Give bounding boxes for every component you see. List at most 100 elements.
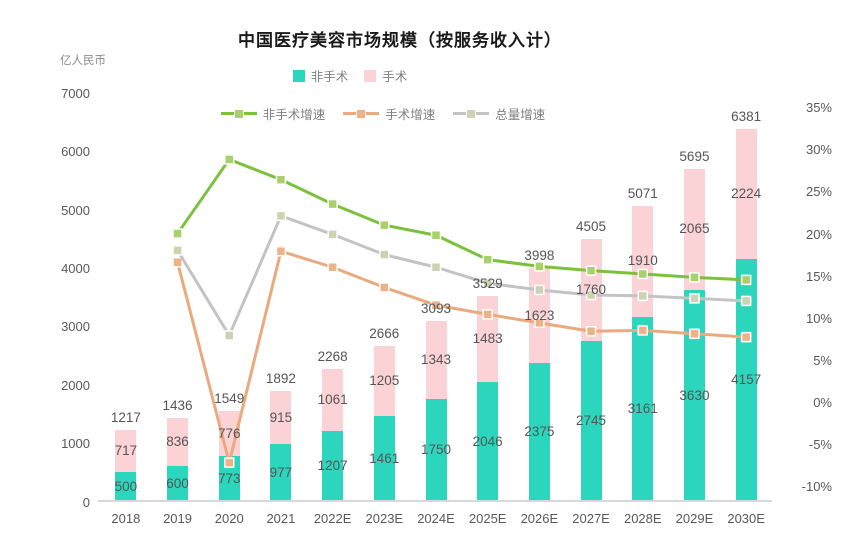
nonsurgical-value-label: 1207	[317, 458, 348, 474]
y-axis-tick-label: 5000	[61, 202, 90, 218]
line-marker-icon	[327, 261, 338, 273]
secondary-y-axis-tick-label: 30%	[805, 142, 832, 158]
secondary-y-axis-tick-label: 10%	[805, 310, 832, 326]
surgical-value-label: 2065	[679, 221, 710, 237]
legend-item-surgical-growth: 手术增速	[343, 104, 435, 123]
legend-item-total-growth: 总量增速	[453, 104, 545, 123]
surgical-value-label: 717	[114, 443, 138, 459]
surgical-value-label: 1760	[576, 281, 607, 297]
bar-segment-surgical	[683, 169, 705, 290]
chart-title: 中国医疗美容市场规模（按服务收入计）	[238, 31, 562, 50]
bar-segment-nonsurgical	[425, 399, 447, 502]
x-axis-category-label: 2028E	[623, 511, 662, 526]
line-marker-icon	[482, 309, 493, 320]
surgical-swatch-icon	[364, 69, 377, 82]
y-axis-tick-label: 2000	[61, 377, 90, 393]
surgical-value-label: 2224	[731, 186, 762, 202]
nonsurgical-value-label: 2046	[472, 433, 503, 449]
x-axis-category-label: 2018	[111, 511, 141, 526]
bar-segment-nonsurgical	[683, 289, 705, 502]
y-axis-unit-label: 亿人民币	[60, 55, 106, 67]
bar-segment-nonsurgical	[373, 416, 395, 502]
nonsurgical-value-label: 977	[269, 464, 293, 480]
bar-segment-surgical	[632, 205, 654, 318]
line-marker-icon	[379, 282, 390, 293]
line-marker-icon	[172, 245, 183, 256]
line-marker-icon	[534, 261, 545, 272]
line-marker-icon	[223, 457, 235, 468]
x-axis-line	[98, 500, 772, 502]
legend-label: 手术	[382, 70, 408, 84]
nonsurgical-value-label: 2375	[524, 424, 555, 440]
surgical-value-label: 1623	[524, 307, 555, 323]
growth-line-total	[176, 214, 747, 337]
line-marker-icon	[637, 268, 649, 280]
line-marker-icon	[430, 229, 442, 241]
line-marker-icon	[223, 154, 235, 165]
line-sample-icon	[343, 108, 380, 119]
bar-segment-surgical	[735, 129, 757, 259]
nonsurgical-value-label: 600	[166, 475, 189, 491]
total-value-label: 1892	[265, 371, 296, 387]
nonsurgical-value-label: 1461	[369, 450, 400, 466]
x-axis-category-label: 2026E	[520, 511, 559, 526]
line-marker-icon	[689, 272, 700, 283]
x-axis-category-label: 2025E	[468, 511, 507, 526]
x-axis-category-label: 2030E	[727, 511, 765, 526]
nonsurgical-value-label: 4157	[731, 372, 762, 388]
total-value-label: 5695	[679, 149, 710, 165]
nonsurgical-value-label: 773	[217, 470, 241, 486]
line-marker-icon	[327, 198, 338, 210]
line-marker-icon	[379, 219, 390, 231]
secondary-y-axis-tick-label: 5%	[813, 352, 832, 368]
nonsurgical-value-label: 1750	[420, 442, 452, 458]
bar-segment-nonsurgical	[735, 258, 757, 502]
nonsurgical-swatch-icon	[292, 69, 305, 82]
y-axis-tick-label: 1000	[61, 436, 90, 452]
nonsurgical-value-label: 3161	[627, 401, 658, 417]
secondary-y-axis-tick-label: -10%	[801, 479, 832, 495]
total-value-label: 4505	[576, 218, 607, 234]
bar-segment-nonsurgical	[115, 472, 137, 502]
nonsurgical-value-label: 2745	[576, 413, 607, 429]
legend-label: 总量增速	[495, 108, 546, 122]
bar-segment-nonsurgical	[270, 444, 292, 502]
bar-segment-nonsurgical	[477, 382, 499, 502]
legend-label: 非手术增速	[262, 108, 326, 122]
y-axis-tick-label: 7000	[61, 86, 90, 101]
secondary-y-axis-tick-label: 20%	[805, 226, 832, 242]
bar-segment-surgical	[322, 369, 344, 432]
surgical-value-label: 1483	[472, 330, 503, 346]
legend-item-nonsurgical-growth: 非手术增速	[220, 104, 326, 123]
x-axis-category-label: 2022E	[313, 511, 352, 526]
x-axis-category-label: 2020	[214, 511, 244, 526]
bar-segment-surgical	[115, 430, 137, 473]
line-series-legend: 非手术增速 手术增速 总量增速	[0, 104, 766, 123]
line-marker-icon	[689, 293, 700, 304]
line-marker-icon	[172, 228, 183, 239]
total-value-label: 3529	[472, 275, 503, 291]
secondary-y-axis-tick-label: 15%	[805, 268, 832, 284]
y-axis-tick-label: 4000	[61, 261, 90, 277]
line-marker-icon	[327, 229, 338, 240]
x-axis-category-label: 2023E	[365, 511, 404, 526]
x-axis-category-label: 2029E	[675, 511, 714, 526]
line-marker-icon	[637, 325, 649, 336]
line-marker-icon	[637, 290, 649, 302]
secondary-y-axis-tick-label: 25%	[805, 184, 832, 200]
line-marker-icon	[740, 331, 752, 343]
surgical-value-label: 1910	[627, 253, 658, 269]
growth-line-surgical	[176, 249, 747, 465]
line-marker-icon	[275, 174, 287, 185]
growth-line-nonsurgical	[176, 157, 747, 282]
line-marker-icon	[275, 245, 287, 257]
total-value-label: 1217	[110, 410, 141, 426]
x-axis-category-label: 2024E	[417, 511, 455, 526]
line-marker-icon	[585, 326, 597, 337]
bar-series-legend: 非手术 手术	[0, 66, 700, 85]
nonsurgical-value-label: 3630	[679, 387, 710, 403]
surgical-value-label: 836	[166, 434, 189, 450]
